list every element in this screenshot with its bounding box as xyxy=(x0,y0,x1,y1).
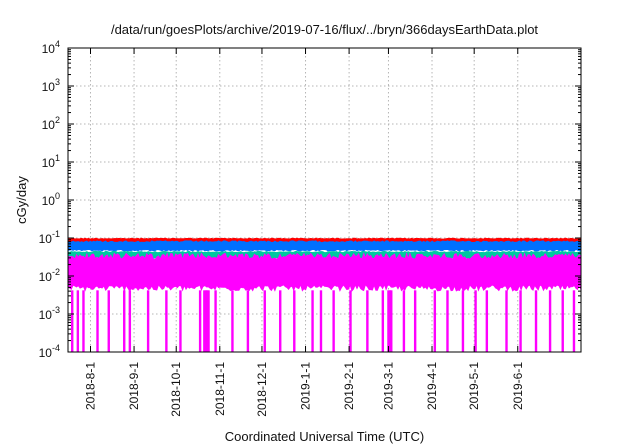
dropout-mark xyxy=(311,290,314,352)
dropout-mark xyxy=(387,290,390,352)
dropout-mark xyxy=(146,290,150,352)
y-axis-label: cGy/day xyxy=(14,176,29,224)
series-1-band xyxy=(67,240,582,252)
dropout-mark xyxy=(263,290,266,352)
x-tick-label: 2019-4-1 xyxy=(425,362,439,410)
y-tick-label: 10-4 xyxy=(39,343,60,360)
dropout-mark xyxy=(123,290,126,352)
dropout-mark xyxy=(413,290,417,352)
x-axis: 2018-8-1 2018-9-1 2018-10-1 2018-11-1 2018-1… xyxy=(83,48,525,417)
dropout-mark xyxy=(204,290,207,352)
x-tick-label: 2018-11-1 xyxy=(213,362,227,416)
dropout-mark xyxy=(207,290,210,352)
x-tick-label: 2018-12-1 xyxy=(255,362,269,417)
dropout-mark xyxy=(381,290,385,352)
x-tick-label: 2018-8-1 xyxy=(83,362,97,410)
dropout-mark xyxy=(128,290,132,352)
dropout-mark xyxy=(519,290,522,352)
dropout-mark xyxy=(279,290,282,352)
y-tick-label: 104 xyxy=(42,39,60,56)
x-tick-label: 2018-10-1 xyxy=(169,362,183,417)
x-tick-label: 2019-1-1 xyxy=(299,362,313,410)
series-3-band xyxy=(67,252,582,292)
y-tick-label: 10-2 xyxy=(39,267,60,284)
dropout-mark xyxy=(246,290,250,352)
y-tick-label: 10-1 xyxy=(39,229,60,246)
dropout-mark xyxy=(82,290,85,352)
dropout-mark xyxy=(433,290,437,352)
dropout-mark xyxy=(231,290,234,352)
dropout-mark xyxy=(205,290,209,352)
dropout-mark xyxy=(71,290,74,352)
x-tick-label: 2019-3-1 xyxy=(381,362,395,410)
dropout-mark xyxy=(96,290,99,352)
dropout-mark xyxy=(76,290,80,352)
y-axis: 10-4 10-3 10-2 10-1 100 101 102 103 104 xyxy=(39,39,581,360)
dropout-mark xyxy=(534,290,538,352)
x-tick-label: 2018-9-1 xyxy=(127,362,141,410)
y-tick-label: 101 xyxy=(42,153,60,170)
x-tick-label: 2019-6-1 xyxy=(511,362,525,410)
dropout-mark xyxy=(203,290,206,352)
dropout-mark xyxy=(390,290,393,352)
dropout-mark xyxy=(366,290,369,352)
dropout-mark xyxy=(198,290,202,352)
dropout-mark xyxy=(214,290,217,352)
dropout-mark xyxy=(165,290,168,352)
series-layer xyxy=(67,237,582,352)
dropout-mark xyxy=(505,290,508,352)
dropout-mark xyxy=(319,290,323,352)
y-tick-label: 10-3 xyxy=(39,305,60,322)
x-axis-label: Coordinated Universal Time (UTC) xyxy=(225,429,424,444)
chart-title: /data/run/goesPlots/archive/2019-07-16/f… xyxy=(111,22,538,37)
dropout-mark xyxy=(388,290,392,352)
dropout-mark xyxy=(349,290,352,352)
y-tick-label: 100 xyxy=(42,191,60,208)
dropout-mark xyxy=(548,290,552,352)
dropout-mark xyxy=(561,290,564,352)
dropout-mark xyxy=(572,290,576,352)
dropout-mark xyxy=(293,290,296,352)
dropout-mark xyxy=(179,290,182,352)
dropout-mark xyxy=(446,290,449,352)
dropout-mark xyxy=(461,290,465,352)
y-tick-label: 102 xyxy=(42,115,60,132)
y-tick-label: 103 xyxy=(42,77,60,94)
x-tick-label: 2019-5-1 xyxy=(467,362,481,410)
dropout-mark xyxy=(402,290,406,352)
grid xyxy=(68,48,581,352)
dropout-mark xyxy=(485,290,489,352)
dropout-mark xyxy=(474,290,477,352)
x-tick-label: 2019-2-1 xyxy=(342,362,356,410)
dropout-mark xyxy=(107,290,110,352)
dropout-mark xyxy=(332,290,335,352)
